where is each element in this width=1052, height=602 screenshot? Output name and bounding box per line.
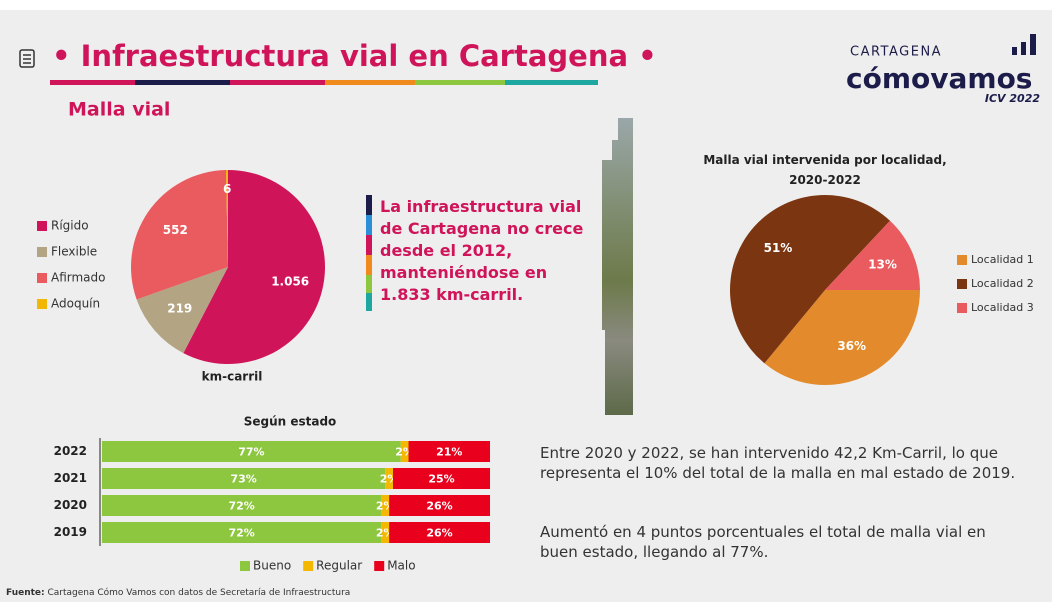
data-label: 73% [230,473,256,486]
data-label: 26% [426,500,452,513]
legend-swatch [303,561,313,571]
axis-label: km-carril [202,370,263,384]
legend-label: Regular [316,559,362,573]
subtitle: Malla vial [68,99,170,121]
legend-swatch [957,303,967,313]
data-label: 219 [167,302,192,316]
legend-swatch [37,273,47,283]
list-icon [20,50,34,67]
legend-label: Localidad 1 [971,253,1034,266]
title-underline [50,80,598,85]
data-label: 72% [229,527,255,540]
logo-line2: cómovamos [846,62,1032,95]
slide: • Infraestructura vial en Cartagena • Ma… [0,0,1052,602]
legend-swatch [37,299,47,309]
paragraph: Aumentó en 4 puntos porcentuales el tota… [540,522,1025,562]
data-label: 6 [223,182,231,196]
y-tick-label: 2021 [54,471,87,485]
legend-swatch [37,221,47,231]
callout-bar [366,195,372,311]
logo-line3: ICV 2022 [985,92,1040,105]
legend-label: Flexible [51,245,97,259]
legend-swatch [374,561,384,571]
page-title: • Infraestructura vial en Cartagena • [52,39,657,73]
legend-label: Malo [387,559,415,573]
source-text: Cartagena Cómo Vamos con datos de Secret… [48,588,351,598]
legend-swatch [37,247,47,257]
legend-label: Localidad 3 [971,301,1034,314]
paragraph: Entre 2020 y 2022, se han intervenido 42… [540,443,1025,483]
callout-text: La infraestructura vial de Cartagena no … [380,196,585,306]
chart-title: Según estado [244,415,337,429]
legend-swatch [957,279,967,289]
legend-label: Bueno [253,559,291,573]
logo-bars [1012,34,1036,55]
y-tick-label: 2019 [54,525,87,539]
data-label: 25% [428,473,454,486]
data-label: 13% [868,258,897,272]
data-label: 552 [163,223,188,237]
road-photo [602,118,633,415]
legend-swatch [957,255,967,265]
legend-label: Adoquín [51,297,100,311]
data-label: 21% [436,446,462,459]
data-label: 36% [837,339,866,353]
chart-title: Malla vial intervenida por localidad, 20… [700,150,950,190]
source-label: Fuente: [6,588,45,598]
data-label: 26% [426,527,452,540]
legend-swatch [240,561,250,571]
y-tick-label: 2020 [54,498,87,512]
legend-label: Afirmado [51,271,106,285]
data-label: 72% [229,500,255,513]
data-label: 77% [238,446,264,459]
logo-line1: CARTAGENA [850,45,942,60]
legend-label: Rígido [51,219,89,233]
legend-label: Localidad 2 [971,277,1034,290]
top-border [0,0,1052,10]
data-label: 51% [764,241,793,255]
source: Fuente: Cartagena Cómo Vamos con datos d… [6,588,350,598]
data-label: 1.056 [271,275,309,289]
y-tick-label: 2022 [54,444,87,458]
